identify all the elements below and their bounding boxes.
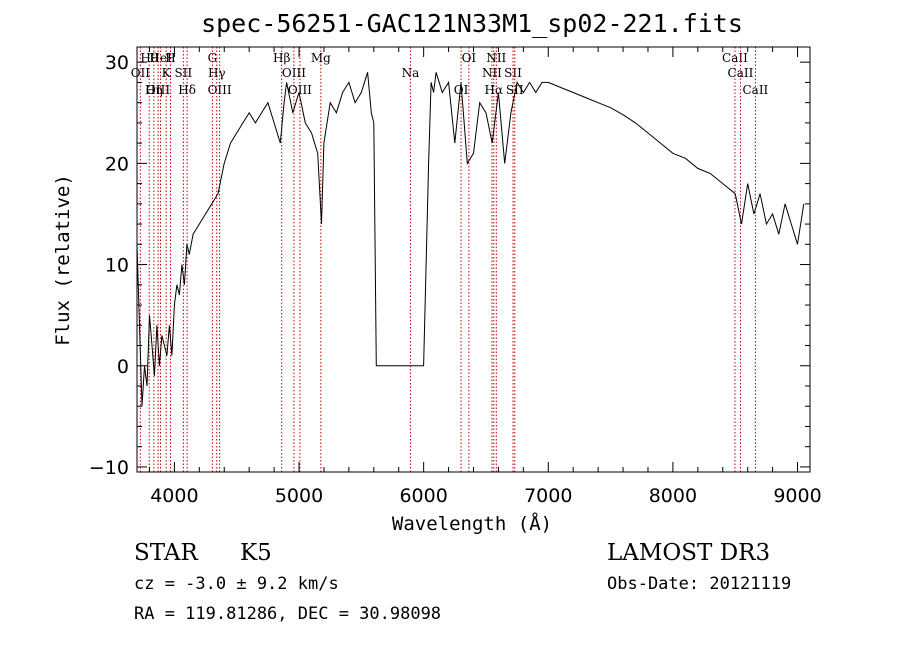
- emission-line-label: Hγ: [208, 66, 226, 80]
- emission-line-label: OIII: [288, 83, 312, 97]
- emission-line-label: OIII: [282, 66, 306, 80]
- emission-line-label: G: [208, 51, 218, 65]
- emission-line-label: OI: [462, 51, 477, 65]
- emission-line-label: Hη: [145, 83, 163, 97]
- emission-line-label: CaII: [742, 83, 768, 97]
- chart-title: spec-56251-GAC121N33M1_sp02-221.fits: [201, 9, 743, 38]
- emission-line-label: Hδ: [178, 83, 196, 97]
- redshift-velocity: cz = -3.0 ± 9.2 km/s: [134, 574, 339, 594]
- y-tick-label: −10: [89, 457, 129, 479]
- plot-frame: [136, 46, 811, 473]
- survey-name: LAMOST DR3: [607, 540, 771, 566]
- emission-line-label: K: [162, 66, 172, 80]
- emission-line-label: CaII: [728, 66, 754, 80]
- x-tick-label: 4000: [150, 485, 198, 507]
- x-tick-label: 5000: [275, 485, 323, 507]
- object-class: STAR: [134, 540, 198, 566]
- emission-line-label: SII: [504, 66, 522, 80]
- observation-date: Obs-Date: 20121119: [607, 574, 792, 594]
- emission-line-markers: HθOIIOIIIHeIKHηHSIIHδGHγOIIIHβOIIIOIIIMg…: [131, 47, 769, 472]
- y-axis-label: Flux (relative): [52, 174, 74, 346]
- emission-line-label: Hβ: [273, 51, 290, 65]
- emission-line-label: H: [165, 51, 175, 65]
- emission-line-label: NII: [486, 51, 506, 65]
- x-axis-label: Wavelength (Å): [392, 512, 552, 535]
- emission-line-label: CaII: [722, 51, 748, 65]
- x-tick-label: 8000: [649, 485, 697, 507]
- emission-line-label: OIII: [146, 83, 170, 97]
- ra-dec-coordinates: RA = 119.81286, DEC = 30.98098: [134, 604, 442, 624]
- emission-line-label: OII: [131, 66, 151, 80]
- x-tick-label: 7000: [524, 485, 572, 507]
- y-tick-label: 10: [105, 255, 129, 277]
- x-tick-label: 9000: [773, 485, 821, 507]
- y-tick-label: 0: [117, 356, 129, 378]
- spectral-subclass: K5: [240, 540, 272, 566]
- y-tick-label: 30: [105, 52, 129, 74]
- axis-ticks: 4000 5000 6000 7000 8000 9000 −10 0 10 20 30: [89, 47, 822, 507]
- emission-line-label: NII: [482, 66, 502, 80]
- emission-line-label: Mg: [311, 51, 331, 65]
- emission-line-label: OIII: [208, 83, 232, 97]
- y-tick-label: 20: [105, 153, 129, 175]
- x-tick-label: 6000: [399, 485, 447, 507]
- spectrum-line: [136, 72, 805, 407]
- emission-line-label: Na: [402, 66, 420, 80]
- emission-line-label: Hα: [485, 83, 504, 97]
- emission-line-label: SII: [175, 66, 193, 80]
